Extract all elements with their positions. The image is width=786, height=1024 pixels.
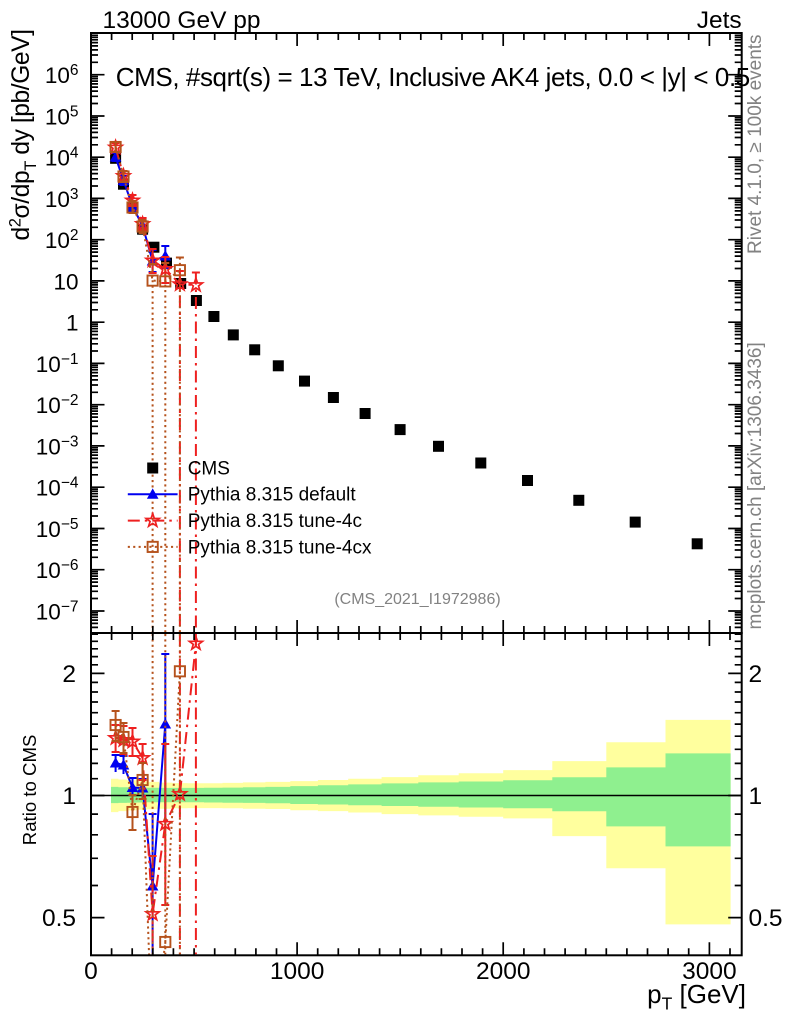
svg-text:Ratio to CMS: Ratio to CMS <box>19 735 40 846</box>
svg-text:CMS, #sqrt(s) = 13 TeV, Inclus: CMS, #sqrt(s) = 13 TeV, Inclusive AK4 je… <box>116 62 750 92</box>
svg-text:d2σ/dpT dy [pb/GeV]: d2σ/dpT dy [pb/GeV] <box>7 29 41 240</box>
svg-text:Rivet 4.1.0, ≥ 100k events: Rivet 4.1.0, ≥ 100k events <box>745 34 766 254</box>
svg-text:Jets: Jets <box>697 7 742 34</box>
svg-text:(CMS_2021_I1972986): (CMS_2021_I1972986) <box>334 591 500 608</box>
svg-text:mcplots.cern.ch [arXiv:1306.34: mcplots.cern.ch [arXiv:1306.3436] <box>745 342 766 629</box>
svg-text:13000 GeV pp: 13000 GeV pp <box>103 7 261 34</box>
svg-text:10: 10 <box>53 269 78 294</box>
svg-text:CMS: CMS <box>188 458 230 479</box>
svg-text:3000: 3000 <box>682 958 737 985</box>
svg-text:2000: 2000 <box>476 958 531 985</box>
svg-text:Pythia 8.315 tune-4cx: Pythia 8.315 tune-4cx <box>188 537 372 558</box>
svg-text:0: 0 <box>84 958 98 985</box>
svg-text:2: 2 <box>62 661 76 688</box>
svg-text:Pythia 8.315 tune-4c: Pythia 8.315 tune-4c <box>188 511 362 532</box>
svg-text:1: 1 <box>62 783 76 810</box>
svg-text:2: 2 <box>749 661 763 688</box>
svg-text:0.5: 0.5 <box>42 905 76 932</box>
svg-text:0.5: 0.5 <box>749 905 783 932</box>
svg-text:1: 1 <box>66 311 79 336</box>
svg-text:1000: 1000 <box>270 958 325 985</box>
svg-text:1: 1 <box>749 783 763 810</box>
svg-text:Pythia 8.315 default: Pythia 8.315 default <box>188 485 357 506</box>
svg-text:10−1: 10−1 <box>36 351 79 377</box>
svg-text:10−7: 10−7 <box>36 599 79 625</box>
